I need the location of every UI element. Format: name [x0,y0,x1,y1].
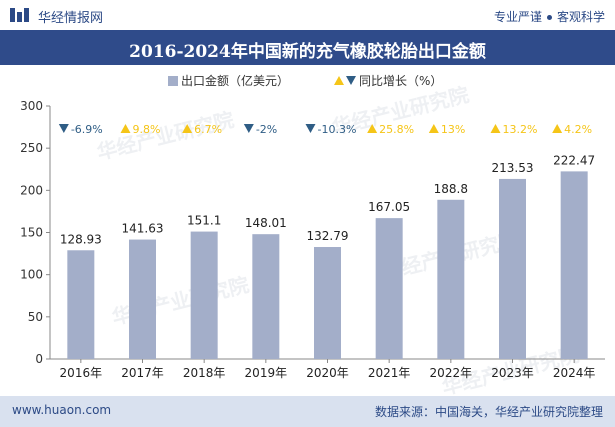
bar-export-value [190,231,218,359]
y-tick-label: 200 [20,183,43,197]
legend-swatch-export-value [168,76,178,86]
x-tick-label: 2018年 [183,366,226,380]
tagline-dot-icon [546,15,552,20]
growth-up-triangle-icon [120,124,131,133]
growth-up-triangle-icon [182,124,193,133]
growth-up-triangle-icon [552,124,563,133]
bar-export-value [375,218,403,359]
bar-chart: 0 50 100 150 200 250 300 出口金额（亿美元） 同比增长（%） 128.93… [20,73,605,380]
legend-label-growth-rate: 同比增长（%） [359,74,442,88]
growth-rate-label: 25.8% [379,123,414,136]
bar-value-label: 132.79 [307,229,349,243]
legend-label-export-value: 出口金额（亿美元） [181,73,289,88]
bar-value-label: 188.8 [434,182,468,196]
y-tick-label: 300 [20,99,43,113]
bar-export-value [499,178,526,359]
title-bar: 2016-2024年中国新的充气橡胶轮胎出口金额 [0,30,615,65]
growth-rate-label: 13.2% [503,123,538,136]
growth-rate-label: 13% [441,123,465,136]
growth-rate-label: 6.7% [194,123,222,136]
bar-value-label: 141.63 [122,222,164,236]
growth-down-triangle-icon [58,124,69,133]
bar-value-label: 128.93 [60,232,102,246]
bar-export-value [560,171,588,359]
y-tick-label: 150 [20,226,43,240]
bar-value-label: 213.53 [492,161,534,175]
legend-up-triangle-icon [334,76,344,85]
chart-title: 2016-2024年中国新的充气橡胶轮胎出口金额 [129,42,486,62]
top-bar: 华经情报网 专业严谨 客观科学 [0,0,615,30]
growth-rate-label: -2% [256,123,277,136]
x-tick-label: 2021年 [368,366,411,380]
y-tick-label: 100 [20,268,43,282]
tagline-right: 客观科学 [556,10,605,24]
bar-value-label: 222.47 [553,153,595,167]
growth-up-triangle-icon [428,124,439,133]
bar-export-value [252,234,280,359]
tagline: 专业严谨 客观科学 [494,8,605,25]
legend-down-triangle-icon [346,76,356,85]
growth-down-triangle-icon [243,124,254,133]
growth-up-triangle-icon [490,124,501,133]
growth-rate-label: 4.2% [564,123,592,136]
footer-bar: www.huaon.com 数据来源：中国海关，华经产业研究院整理 [0,396,615,427]
growth-down-triangle-icon [305,124,316,133]
x-tick-label: 2017年 [121,366,164,380]
bar-value-label: 148.01 [245,216,287,230]
bar-export-value [314,247,341,359]
bar-value-label: 167.05 [368,200,410,214]
bar-export-value [437,199,465,359]
x-tick-label: 2023年 [491,366,534,380]
y-tick-label: 250 [20,141,43,155]
growth-rate-label: -10.3% [318,123,357,136]
x-tick-label: 2020年 [306,366,349,380]
website-link[interactable]: www.huaon.com [12,403,112,417]
y-tick-label: 0 [35,352,43,366]
growth-rate-label: -6.9% [71,123,103,136]
logo-icon [10,8,29,22]
bar-value-label: 151.1 [187,214,221,228]
tagline-left: 专业严谨 [493,10,542,24]
x-tick-label: 2022年 [430,366,473,380]
y-tick-label: 50 [28,310,43,324]
x-tick-label: 2024年 [553,366,596,380]
bar-export-value [129,239,156,359]
brand-name: 华经情报网 [38,11,104,26]
bar-export-value [67,250,95,359]
x-tick-label: 2016年 [60,366,103,380]
data-source: 数据来源：中国海关，华经产业研究院整理 [374,405,603,419]
x-tick-label: 2019年 [245,366,288,380]
growth-up-triangle-icon [367,124,378,133]
growth-rate-label: 9.8% [133,123,161,136]
